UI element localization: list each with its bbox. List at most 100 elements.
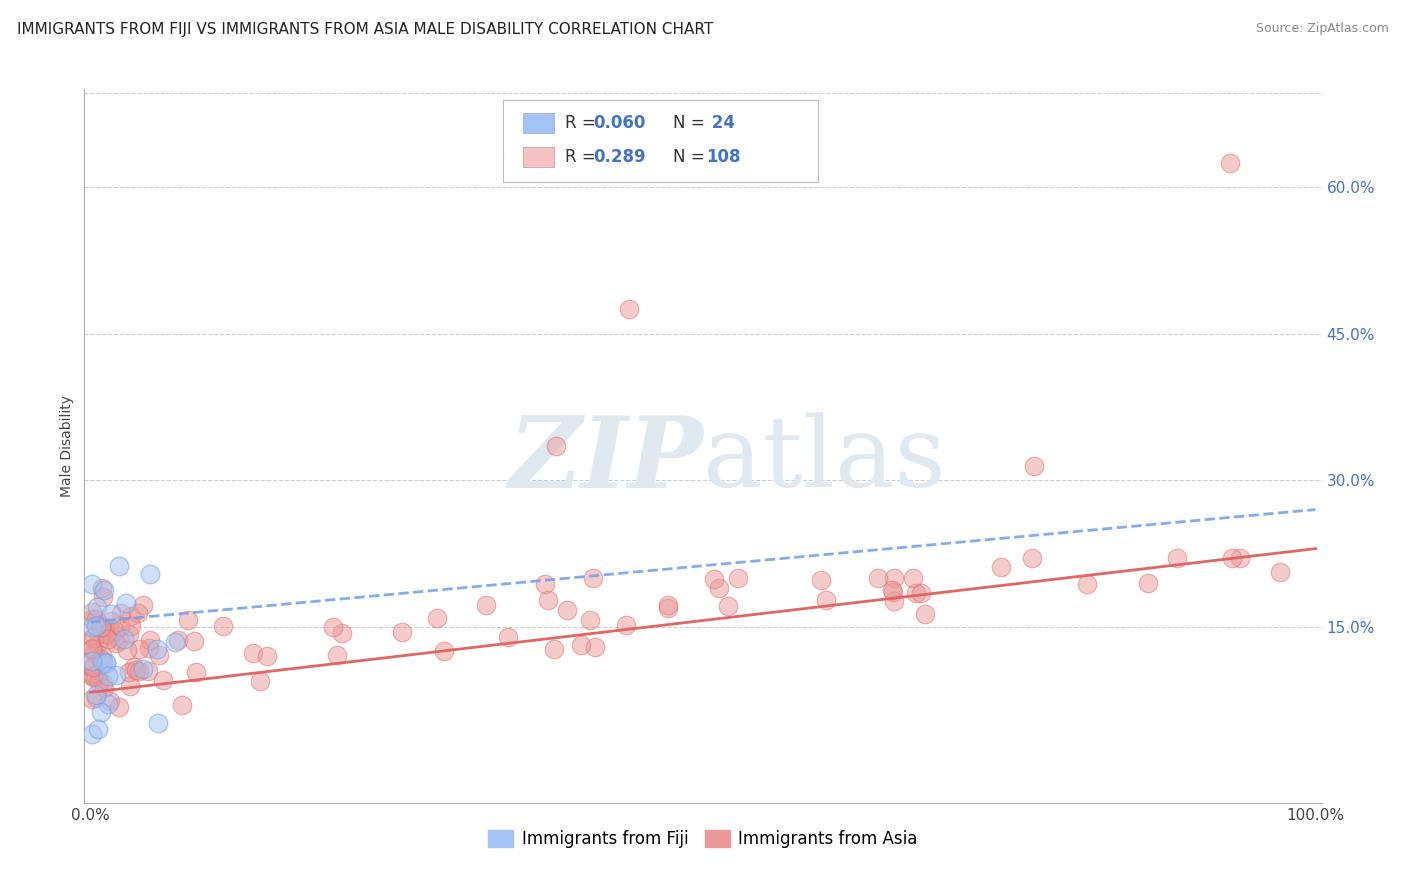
Point — [810, 573, 832, 587]
Point — [211, 618, 233, 632]
Point — [84, 688, 107, 702]
Point — [132, 599, 155, 613]
Point — [118, 665, 141, 680]
Point — [87, 722, 110, 736]
Point — [579, 613, 602, 627]
Text: 108: 108 — [706, 148, 741, 166]
Point — [108, 619, 131, 633]
Point — [910, 586, 932, 600]
Point — [914, 607, 936, 621]
Point — [555, 603, 578, 617]
Point — [1229, 551, 1251, 566]
Point — [82, 658, 104, 673]
Point — [432, 644, 454, 658]
Point — [91, 590, 114, 604]
Point — [94, 656, 117, 670]
Point — [82, 631, 104, 645]
Text: ZIP: ZIP — [508, 412, 703, 508]
Point — [82, 670, 104, 684]
Point — [866, 571, 889, 585]
Point — [1166, 551, 1188, 566]
Point — [104, 624, 127, 639]
Point — [96, 697, 118, 711]
Point — [97, 669, 120, 683]
Point — [100, 607, 122, 621]
Point — [90, 651, 112, 665]
Point — [93, 583, 115, 598]
Point — [148, 648, 170, 663]
Point — [100, 629, 122, 643]
Text: 0.289: 0.289 — [593, 148, 645, 166]
Point — [544, 439, 567, 453]
Point — [139, 632, 162, 647]
Y-axis label: Male Disability: Male Disability — [60, 395, 75, 497]
Text: IMMIGRANTS FROM FIJI VS IMMIGRANTS FROM ASIA MALE DISABILITY CORRELATION CHART: IMMIGRANTS FROM FIJI VS IMMIGRANTS FROM … — [17, 22, 713, 37]
Point — [82, 727, 104, 741]
Point — [249, 673, 271, 688]
Point — [117, 643, 139, 657]
Point — [569, 638, 592, 652]
Text: R =: R = — [565, 114, 602, 132]
Point — [104, 636, 127, 650]
Point — [326, 648, 349, 663]
Point — [118, 679, 141, 693]
Point — [91, 648, 114, 662]
Point — [80, 654, 103, 668]
Point — [582, 571, 605, 585]
Point — [83, 629, 105, 643]
Point — [166, 632, 188, 647]
Point — [91, 657, 114, 671]
Point — [120, 608, 142, 623]
Point — [84, 619, 107, 633]
Point — [86, 638, 108, 652]
Point — [146, 715, 169, 730]
Text: 24: 24 — [706, 114, 735, 132]
Point — [391, 625, 413, 640]
Point — [80, 640, 103, 655]
Point — [107, 700, 129, 714]
Point — [84, 611, 107, 625]
Point — [118, 627, 141, 641]
Point — [82, 642, 104, 657]
Point — [882, 584, 904, 599]
Point — [128, 642, 150, 657]
Point — [814, 592, 837, 607]
Point — [97, 632, 120, 646]
Point — [104, 668, 127, 682]
Point — [183, 633, 205, 648]
Point — [330, 626, 353, 640]
Point — [136, 665, 159, 679]
Point — [80, 692, 103, 706]
Point — [163, 635, 186, 649]
Point — [94, 657, 117, 671]
Point — [82, 605, 104, 619]
Point — [242, 646, 264, 660]
Point — [120, 618, 142, 632]
Point — [1022, 458, 1045, 473]
Point — [543, 641, 565, 656]
Point — [475, 599, 498, 613]
Point — [96, 626, 118, 640]
Point — [883, 571, 905, 585]
Point — [91, 656, 114, 670]
Point — [115, 596, 138, 610]
Point — [901, 571, 924, 585]
Point — [1268, 565, 1291, 579]
Point — [657, 598, 679, 612]
Point — [93, 620, 115, 634]
Point — [883, 594, 905, 608]
Point — [256, 649, 278, 664]
Point — [83, 669, 105, 683]
Point — [84, 690, 107, 705]
Point — [170, 698, 193, 712]
Point — [100, 624, 122, 638]
Point — [93, 681, 115, 696]
Text: Source: ZipAtlas.com: Source: ZipAtlas.com — [1256, 22, 1389, 36]
Point — [905, 586, 928, 600]
Point — [132, 662, 155, 676]
Point — [184, 665, 207, 680]
Point — [138, 640, 160, 655]
Point — [990, 560, 1012, 574]
Point — [322, 620, 344, 634]
Point — [122, 660, 145, 674]
